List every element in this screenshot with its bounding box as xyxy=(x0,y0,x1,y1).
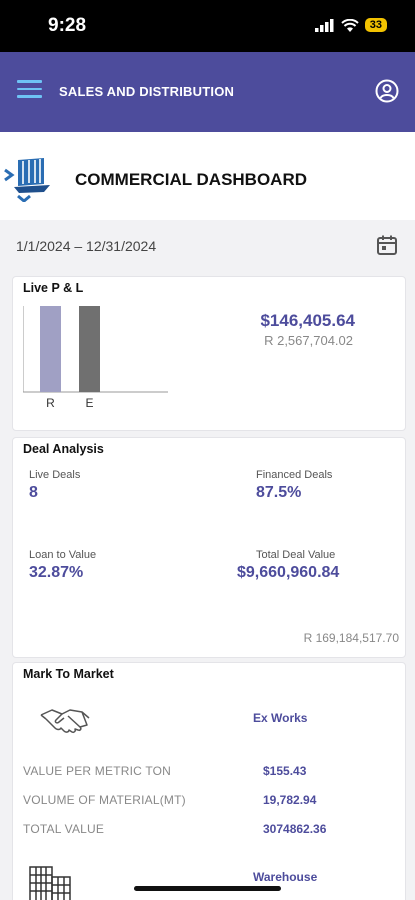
mark-to-market-card[interactable]: Mark To Market Ex Works VALUE PER METRIC… xyxy=(12,662,406,900)
app-title: SALES AND DISTRIBUTION xyxy=(59,84,235,99)
building-icon xyxy=(29,866,71,900)
chart-bar-r xyxy=(40,306,61,392)
status-bar: 9:28 33 xyxy=(0,0,415,52)
mtm-title: Mark To Market xyxy=(23,667,114,681)
live-pl-title: Live P & L xyxy=(23,281,84,295)
status-icons: 33 xyxy=(314,18,387,32)
wifi-icon xyxy=(341,18,359,32)
total-deal-rand-value: R 169,184,517.70 xyxy=(303,631,399,645)
chart-tick-label: R xyxy=(46,396,55,410)
mtm-row-value: 19,782.94 xyxy=(263,793,317,807)
live-deals-value: 8 xyxy=(29,484,38,501)
app-bar: SALES AND DISTRIBUTION xyxy=(0,52,415,132)
mtm-row-value: $155.43 xyxy=(263,764,307,778)
calendar-icon[interactable] xyxy=(376,234,398,256)
mtm-row-value: 3074862.36 xyxy=(263,822,327,836)
chart-bar-e xyxy=(79,306,100,392)
mtm-row-label: TOTAL VALUE xyxy=(23,822,105,836)
financed-deals-value: 87.5% xyxy=(256,484,302,501)
handshake-icon xyxy=(40,709,90,733)
live-pl-sub-value: R 2,567,704.02 xyxy=(264,333,353,348)
hamburger-icon[interactable] xyxy=(17,80,42,100)
live-deals-label: Live Deals xyxy=(29,469,81,481)
mtm-row-label: VOLUME OF MATERIAL(MT) xyxy=(23,793,186,807)
live-pl-value: $146,405.64 xyxy=(260,311,355,330)
deal-analysis-title: Deal Analysis xyxy=(23,442,104,456)
total-deal-value: $9,660,960.84 xyxy=(237,564,340,581)
mtm-basis: Ex Works xyxy=(253,711,308,725)
total-deal-label: Total Deal Value xyxy=(256,549,336,561)
ltv-label: Loan to Value xyxy=(29,549,97,561)
page-title: COMMERCIAL DASHBOARD xyxy=(75,170,308,189)
mtm-basis-warehouse: Warehouse xyxy=(253,870,318,884)
mtm-row-label: VALUE PER METRIC TON xyxy=(23,764,172,778)
date-filter: 1/1/2024 – 12/31/2024 xyxy=(0,220,415,272)
battery-icon: 33 xyxy=(364,18,387,32)
deal-analysis-card[interactable]: Deal Analysis Live Deals 8 Financed Deal… xyxy=(12,437,406,658)
ship-logo-icon xyxy=(4,158,50,202)
account-circle-icon[interactable] xyxy=(375,79,399,103)
date-range[interactable]: 1/1/2024 – 12/31/2024 xyxy=(16,238,157,254)
home-indicator xyxy=(134,886,281,891)
signal-icon xyxy=(314,18,334,32)
status-time: 9:28 xyxy=(48,15,87,36)
brand-header: COMMERCIAL DASHBOARD xyxy=(0,132,415,220)
chart-tick-label: E xyxy=(85,396,93,410)
ltv-value: 32.87% xyxy=(29,564,84,581)
financed-deals-label: Financed Deals xyxy=(256,469,333,481)
